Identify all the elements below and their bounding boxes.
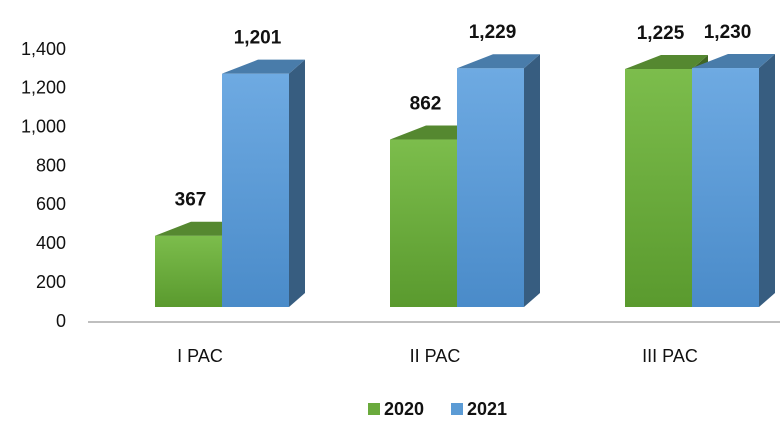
value-label: 1,225 (637, 23, 685, 44)
bar (692, 68, 759, 308)
value-label: 1,201 (234, 28, 282, 49)
value-label: 367 (175, 190, 207, 211)
value-label: 1,230 (704, 22, 752, 43)
value-label: 862 (410, 94, 442, 115)
bar-top (390, 125, 473, 140)
y-tick-label: 1,200 (21, 78, 66, 98)
bar-top (692, 54, 775, 69)
legend-swatch (451, 403, 463, 415)
bar-side (289, 59, 305, 307)
legend-swatch (368, 403, 380, 415)
bar-top (222, 59, 305, 74)
y-tick-label: 0 (56, 311, 66, 331)
bar-side (759, 54, 775, 308)
y-tick-label: 1,400 (21, 39, 66, 59)
y-tick-label: 800 (36, 155, 66, 175)
x-tick-label: III PAC (642, 346, 698, 366)
y-tick-label: 600 (36, 194, 66, 214)
legend-label: 2020 (384, 399, 424, 419)
value-label: 1,229 (469, 22, 517, 43)
bar (155, 235, 222, 307)
bar (457, 68, 524, 307)
bar-top (625, 55, 708, 69)
x-tick-label: II PAC (410, 346, 461, 366)
y-tick-label: 200 (36, 272, 66, 292)
legend-label: 2021 (467, 399, 507, 419)
bar-top (155, 221, 238, 236)
bar (222, 73, 289, 307)
bar-top (457, 54, 540, 69)
bar (625, 69, 692, 307)
y-tick-label: 400 (36, 233, 66, 253)
x-tick-label: I PAC (177, 346, 223, 366)
bar-side (524, 54, 540, 308)
bar (390, 139, 457, 307)
y-tick-label: 1,000 (21, 116, 66, 136)
